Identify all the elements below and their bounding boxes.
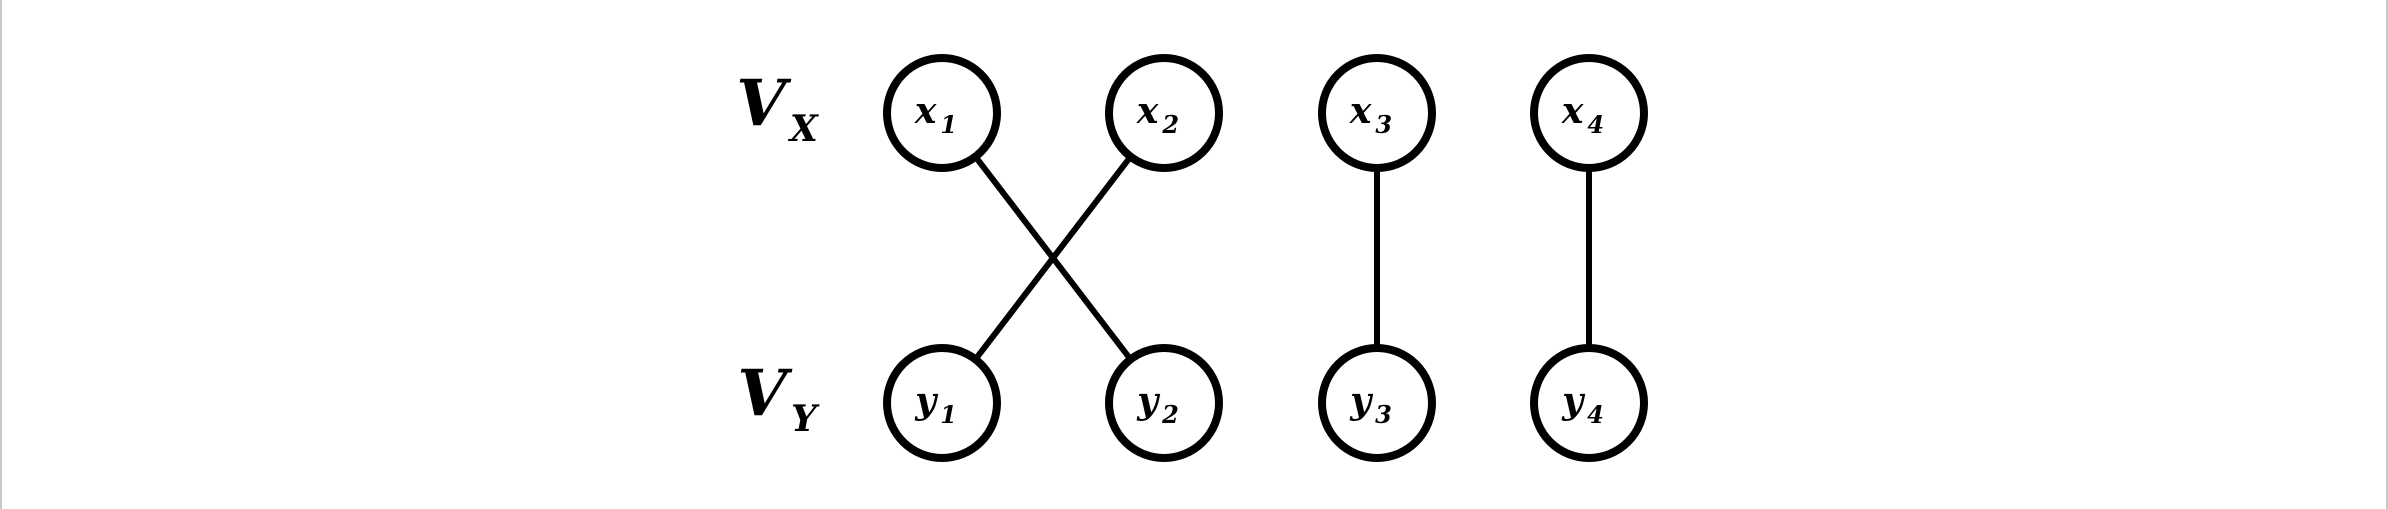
node-circle-x4 bbox=[1530, 54, 1648, 172]
set-label-subscript: X bbox=[788, 108, 820, 150]
node-label-subscript: 1 bbox=[940, 400, 957, 429]
node-label-main: y bbox=[914, 380, 938, 422]
set-labels: V XV Y bbox=[736, 66, 820, 440]
node-circle-y3 bbox=[1318, 344, 1436, 462]
node-label-main: y bbox=[1349, 380, 1373, 422]
node-label-subscript: 2 bbox=[1161, 110, 1179, 139]
node-circle-y1 bbox=[883, 344, 1001, 462]
node-label-main: x bbox=[1561, 90, 1584, 132]
node-label-subscript: 3 bbox=[1375, 400, 1392, 429]
node-circle-y4 bbox=[1530, 344, 1648, 462]
node-label-main: x bbox=[1136, 90, 1159, 132]
node-circle-x3 bbox=[1318, 54, 1436, 172]
nodes: x 1 x 2 x 3 x 4y 1 y 2 y 3 y 4 bbox=[883, 54, 1648, 462]
node-label-main: y bbox=[1561, 380, 1585, 422]
set-label-main: V bbox=[737, 356, 793, 431]
set-label-subscript: Y bbox=[791, 398, 820, 440]
node-label-main: y bbox=[1136, 380, 1160, 422]
node-label-subscript: 3 bbox=[1375, 110, 1392, 139]
node-label-subscript: 4 bbox=[1587, 110, 1604, 139]
node-label-main: x bbox=[914, 90, 937, 132]
edge-x2-y1 bbox=[939, 110, 1167, 406]
node-circle-y2 bbox=[1105, 344, 1223, 462]
set-label-main: V bbox=[736, 66, 792, 141]
node-circle-x1 bbox=[883, 54, 1001, 172]
node-label-subscript: 4 bbox=[1587, 400, 1604, 429]
node-label-main: x bbox=[1349, 90, 1372, 132]
node-circle-x2 bbox=[1105, 54, 1223, 172]
edges bbox=[939, 110, 1592, 406]
node-label-subscript: 2 bbox=[1161, 400, 1179, 429]
node-label-subscript: 1 bbox=[940, 110, 957, 139]
